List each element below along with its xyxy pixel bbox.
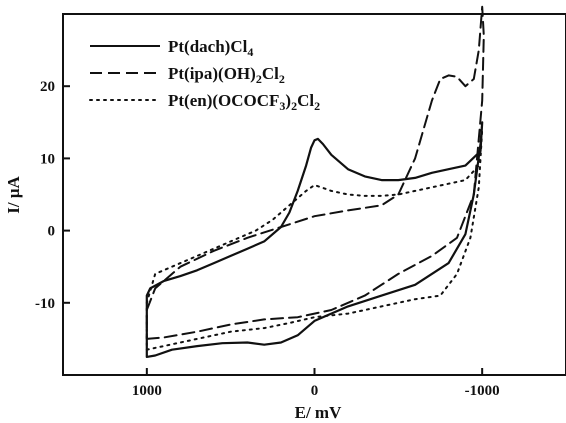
x-axis-label: E/ mV	[295, 403, 342, 422]
y-tick-label: 20	[40, 79, 55, 95]
y-axis-ticks: 20 10 0 -10	[35, 79, 70, 312]
y-tick-label: -10	[35, 296, 55, 312]
legend-label-2: Pt(en)(OCOCF3)2Cl2	[168, 91, 320, 113]
series-layer	[145, 5, 485, 358]
x-tick-label: -1000	[465, 383, 500, 399]
x-tick-label: 0	[311, 383, 319, 399]
y-tick-label: 0	[48, 224, 56, 240]
x-tick-label: 1000	[132, 383, 162, 399]
legend-label-0: Pt(dach)Cl4	[168, 37, 253, 59]
series-line-dotted	[145, 128, 484, 351]
legend-label-1: Pt(ipa)(OH)2Cl2	[168, 64, 285, 86]
y-axis-label: I/ μA	[4, 176, 23, 214]
series-line-dashed	[145, 5, 485, 340]
legend: Pt(dach)Cl4 Pt(ipa)(OH)2Cl2 Pt(en)(OCOCF…	[89, 37, 320, 113]
series-line-solid	[145, 121, 484, 358]
y-tick-label: 10	[40, 151, 55, 167]
x-axis-ticks: 1000 0 -1000	[132, 368, 500, 399]
